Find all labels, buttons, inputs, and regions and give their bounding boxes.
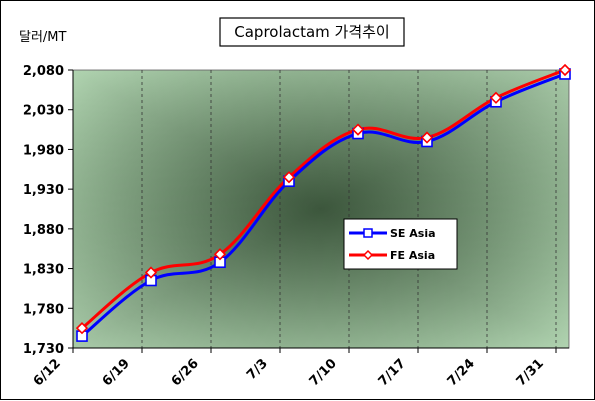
- marker-fe-asia: [489, 91, 503, 104]
- plot-area-shade-2: [73, 70, 569, 348]
- gridlines: [141, 70, 557, 348]
- marker-fe-asia: [75, 322, 89, 335]
- title-box: [219, 17, 405, 47]
- y-tick-label: 1,780: [23, 302, 64, 317]
- y-tick-label: 2,030: [23, 104, 64, 119]
- x-tick-label: 7/24: [445, 356, 478, 389]
- legend-label-se-asia: SE Asia: [390, 227, 436, 240]
- legend-marker-fe-asia: [362, 249, 374, 261]
- y-tick-label: 1,880: [23, 223, 64, 238]
- axes: [68, 69, 569, 353]
- y-tick-label: 1,930: [23, 183, 64, 198]
- x-tick-label: 6/26: [169, 356, 202, 389]
- chart-title: Caprolactam 가격추이: [219, 17, 405, 47]
- marker-fe-asia: [282, 171, 296, 184]
- marker-fe-asia: [558, 63, 572, 77]
- x-tick-label: 6/19: [100, 356, 133, 389]
- chart-title-text: Caprolactam 가격추이: [234, 23, 389, 41]
- x-tick-label: 7/17: [376, 356, 409, 389]
- series-lines: [81, 68, 566, 338]
- x-tick-label: 7/10: [307, 356, 340, 389]
- y-axis-label: 달러/MT: [19, 30, 67, 45]
- y-tick-label: 2,080: [23, 64, 64, 79]
- x-tick-label: 6/12: [31, 356, 64, 389]
- series-line-fe-asia: [81, 68, 566, 330]
- series-markers: [75, 63, 572, 342]
- x-tick-label: 7/31: [514, 356, 547, 389]
- marker-fe-asia: [144, 266, 158, 279]
- legend-box: [343, 218, 458, 270]
- legend-marker-se-asia: [363, 228, 373, 238]
- x-tick-label: 7/3: [244, 356, 271, 383]
- marker-fe-asia: [420, 131, 434, 144]
- y-tick-label: 1,730: [23, 342, 64, 357]
- legend: SE Asia FE Asia: [343, 218, 458, 270]
- x-tick-labels: 6/12 6/19 6/26 7/3 7/10 7/17 7/24 7/31: [31, 356, 547, 389]
- marker-fe-asia: [351, 123, 365, 136]
- y-tick-labels: 1,730 1,780 1,830 1,880 1,930 1,980 2,030 2,080: [23, 64, 64, 357]
- legend-label-fe-asia: FE Asia: [390, 249, 435, 262]
- marker-fe-asia: [213, 248, 227, 261]
- y-tick-label: 1,830: [23, 263, 64, 278]
- series-line-se-asia: [81, 72, 566, 338]
- y-tick-label: 1,980: [23, 143, 64, 158]
